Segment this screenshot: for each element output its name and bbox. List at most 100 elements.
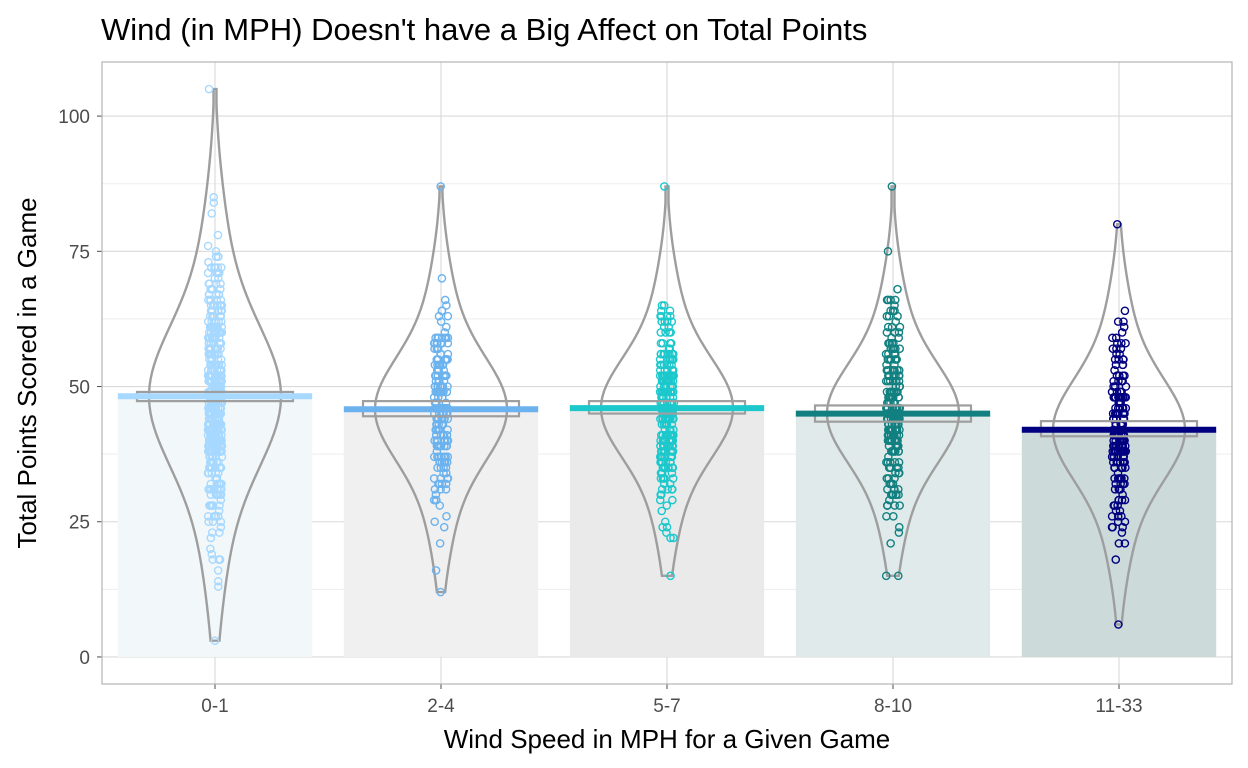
data-point [1118,463,1127,472]
data-point [206,360,216,370]
data-point [1116,398,1125,408]
data-point [210,274,220,283]
data-point [439,468,448,478]
data-point [657,506,667,516]
data-point [213,566,223,575]
data-point [441,463,451,472]
chart-title: Wind (in MPH) Doesn't have a Big Affect … [101,12,867,47]
data-point [214,290,224,299]
data-point [887,182,897,191]
data-point [894,333,904,343]
data-point [662,420,672,429]
data-point [212,349,221,359]
data-point [668,447,678,456]
data-point [215,555,225,564]
data-point [1108,333,1117,343]
data-point [429,452,439,462]
data-point [882,295,892,305]
data-point [663,441,672,451]
data-point [214,252,223,262]
data-point [1110,447,1119,456]
data-point [883,501,892,510]
data-point [204,517,213,527]
data-point [206,533,216,543]
data-point [435,457,445,467]
data-point [442,301,451,310]
data-points-8-10 [881,182,905,581]
data-point [882,360,891,370]
data-point [1118,393,1128,402]
data-point [656,338,666,348]
data-point [212,425,221,435]
data-point [668,441,678,451]
data-point [210,636,220,646]
data-point [882,512,891,521]
data-point [207,322,216,332]
data-point [1116,474,1126,483]
data-point [883,430,893,440]
data-point [1113,317,1123,326]
data-point [216,522,226,532]
data-point [882,311,892,321]
data-point [668,495,677,505]
data-point [885,463,895,472]
data-point [895,425,904,435]
data-point [891,382,901,391]
data-point [211,290,221,299]
data-point [1116,344,1126,353]
data-point [887,436,897,445]
data-point [433,355,442,364]
data-point [442,436,452,445]
data-point [656,474,666,483]
data-point [886,387,896,397]
data-point [1117,328,1127,337]
data-point [215,328,225,337]
data-point [884,371,893,381]
data-point [1111,333,1121,343]
data-point [662,501,672,510]
data-point [1111,479,1120,489]
data-point [437,306,447,316]
data-point [208,355,217,364]
data-point [1121,338,1130,348]
data-point [894,328,904,337]
data-point [1113,501,1122,510]
violin-outline [825,185,961,578]
data-point [662,430,671,440]
data-point [215,463,224,472]
data-point [208,501,217,510]
data-point [669,371,678,381]
data-point [893,284,902,294]
data-point [210,382,219,391]
data-point [1120,539,1130,548]
data-point [887,338,897,348]
data-point [434,333,443,343]
data-point [659,441,669,451]
data-point [890,474,899,483]
data-point [442,322,451,332]
data-point [211,452,220,462]
data-point [667,349,677,359]
data-point [203,241,213,251]
data-point [443,355,452,364]
x-tick-label: 11-33 [1095,696,1142,717]
data-point [884,452,893,462]
data-point [206,457,215,467]
data-point [1114,393,1123,402]
data-point [442,512,451,521]
data-point [1114,495,1123,505]
data-point [436,317,446,326]
data-point [1111,555,1121,564]
mean-bar [795,413,991,657]
data-point [207,484,216,494]
data-point [430,371,440,381]
y-tick-label: 100 [58,107,90,128]
data-point [1116,479,1125,489]
data-point [217,447,226,456]
data-point [888,306,898,316]
data-point [209,338,219,348]
data-point [437,333,447,343]
data-point [430,338,439,348]
data-point [216,301,225,310]
